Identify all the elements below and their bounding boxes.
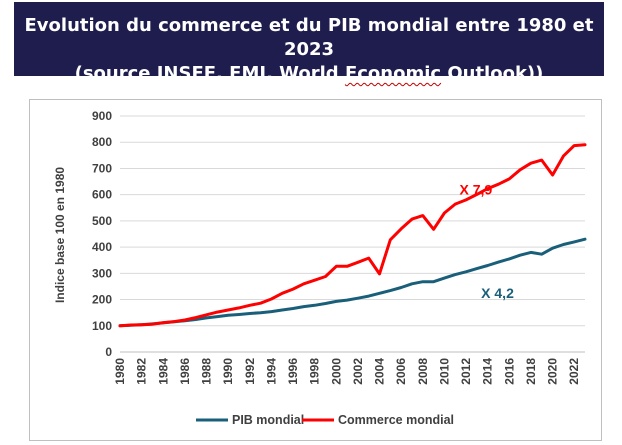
x-tick-label: 2022 [567, 358, 581, 385]
title-line-2-start: (source INSEE, FMI, World [74, 63, 345, 84]
legend-label-commerce: Commerce mondial [338, 413, 454, 427]
y-tick-label: 200 [92, 293, 112, 307]
x-tick-label: 1996 [286, 358, 300, 385]
title-line-2-end: Outlook)) [441, 63, 544, 84]
series-line-pib [118, 237, 587, 328]
title-banner: Evolution du commerce et du PIB mondial … [14, 2, 604, 84]
x-tick-label: 1988 [200, 358, 214, 385]
y-axis-ticks: 0 100 200 300 400 500 600 700 800 900 [92, 109, 112, 359]
y-tick-label: 300 [92, 266, 112, 280]
title-line-1: Evolution du commerce et du PIB mondial … [24, 15, 594, 60]
annotation-pib: X 4,2 [481, 285, 514, 301]
chart-frame [29, 99, 602, 441]
y-tick-label: 500 [92, 214, 112, 228]
x-tick-label: 2020 [546, 358, 560, 385]
series-lines [118, 143, 587, 328]
annotations: X 7,9 X 4,2 [460, 182, 515, 302]
x-tick-label: 1998 [308, 358, 322, 385]
x-tick-label: 2010 [437, 358, 451, 385]
x-tick-label: 2004 [373, 358, 387, 385]
y-tick-label: 700 [92, 161, 112, 175]
series-line-commerce [118, 143, 587, 328]
y-tick-label: 800 [92, 135, 112, 149]
legend-label-pib: PIB mondial [232, 413, 304, 427]
y-tick-label: 100 [92, 319, 112, 333]
x-tick-label: 2012 [459, 358, 473, 385]
x-tick-label: 1984 [156, 358, 170, 385]
y-tick-label: 0 [105, 345, 112, 359]
x-tick-label: 2000 [329, 358, 343, 385]
x-tick-label: 2016 [502, 358, 516, 385]
x-axis-ticks: 1980 1982 1984 1986 1988 1990 1992 1994 1996 1998… [113, 358, 581, 385]
legend: PIB mondial Commerce mondial [196, 413, 454, 427]
y-tick-label: 900 [92, 109, 112, 123]
x-tick-label: 1990 [221, 358, 235, 385]
x-tick-label: 2014 [481, 358, 495, 385]
x-tick-label: 1994 [264, 358, 278, 385]
x-tick-label: 2008 [416, 358, 430, 385]
x-tick-label: 1980 [113, 358, 127, 385]
x-tick-label: 1982 [135, 358, 149, 385]
y-axis-title: Indice base 100 en 1980 [53, 167, 67, 303]
x-tick-label: 2002 [351, 358, 365, 385]
x-tick-label: 2006 [394, 358, 408, 385]
title-line-2: (source INSEE, FMI, World Economic Outlo… [14, 62, 604, 86]
x-tick-label: 1992 [243, 358, 257, 385]
y-tick-label: 400 [92, 240, 112, 254]
gridlines [120, 115, 585, 327]
annotation-commerce: X 7,9 [460, 182, 493, 198]
x-tick-label: 2018 [524, 358, 538, 385]
y-tick-label: 600 [92, 188, 112, 202]
title-line-2-underlined: Economic [344, 63, 442, 84]
x-tick-label: 1986 [178, 358, 192, 385]
